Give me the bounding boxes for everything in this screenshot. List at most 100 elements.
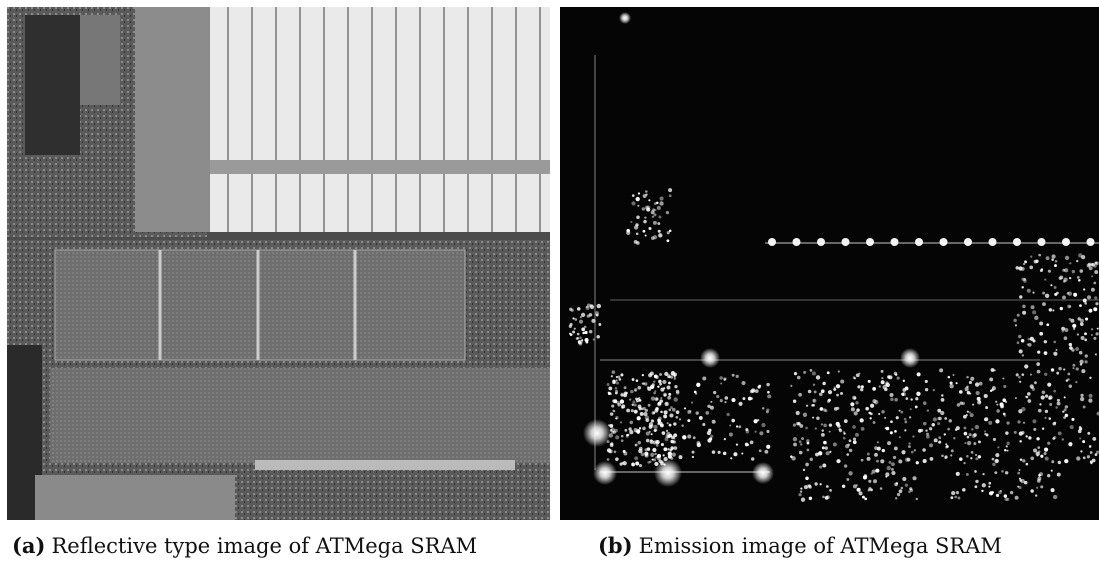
emission-spot [1093,337,1096,340]
emission-spot [1037,479,1041,483]
emission-spot [1080,397,1084,401]
emission-spot [666,211,669,214]
emission-spot [729,432,733,436]
emission-spot [654,390,656,392]
emission-spot [658,459,661,462]
emission-spot [647,387,651,391]
emission-spot [1094,296,1097,299]
emission-spot [798,493,801,496]
emission-spot [992,463,995,466]
emission-spot [621,404,625,408]
emission-spot [1030,489,1034,493]
emission-spot [667,396,671,400]
emission-spot [908,445,911,448]
emission-spot [959,390,963,394]
emission-spot [607,383,610,386]
emission-spot [829,451,831,453]
emission-spot [855,433,859,437]
emission-spot [630,390,634,394]
emission-spot [616,382,619,385]
emission-spot [982,473,984,475]
emission-spot [874,453,878,457]
emission-spot [868,480,871,483]
emission-spot [767,394,771,398]
emission-spot [853,484,857,488]
emission-spot [885,472,889,476]
emission-spot [821,389,825,393]
emission-spot [909,442,911,444]
emission-spot [645,409,648,412]
emission-spot [889,461,892,464]
emission-spot [1079,269,1083,273]
emission-spot [1030,384,1034,388]
emission-spot [991,491,994,494]
emission-spot [724,379,726,381]
emission-spot [1039,332,1043,336]
emission-spot [1069,346,1073,350]
emission-spot [668,376,671,379]
emission-spot [1054,422,1056,424]
emission-spot [670,449,673,452]
emission-spot [654,374,658,378]
emission-spot [881,370,884,373]
emission-spot [656,202,658,204]
emission-spot [972,404,974,406]
emission-spot [577,337,580,340]
emission-spot [1005,431,1008,434]
emission-spot [673,422,676,425]
emission-spot [621,435,624,438]
emission-spot [950,454,952,456]
emission-spot [994,471,997,474]
emission-spot [1040,455,1043,458]
emission-spot [663,393,667,397]
emission-spot [1044,373,1047,376]
emission-spot [654,462,658,466]
emission-spot [868,487,871,490]
emission-spot [707,438,711,442]
emission-spot [608,424,610,426]
emission-spot [915,397,918,400]
emission-spot [590,305,594,309]
emission-spot [648,373,652,377]
emission-spot [873,421,876,424]
emission-spot [1087,432,1090,435]
emission-spot [865,407,869,411]
emission-spot [840,379,844,383]
emission-spot [989,238,997,246]
emission-spot [615,416,618,419]
emission-spot [636,215,640,219]
emission-spot [1022,286,1024,288]
emission-spot [1083,457,1086,460]
emission-spot [890,393,894,397]
emission-spot [595,311,599,315]
emission-spot [572,331,575,334]
emission-spot [1004,494,1007,497]
emission-spot [984,394,988,398]
emission-spot [799,451,803,455]
emission-spot [849,449,852,452]
emission-spot [673,433,677,437]
emission-spot [613,410,615,412]
emission-spot [854,411,858,415]
emission-spot [658,233,662,237]
emission-spot [593,338,595,340]
emission-spot [1027,399,1031,403]
emission-spot [937,417,940,420]
emission-spot [916,392,920,396]
emission-spot [1001,470,1004,473]
emission-spot [1046,256,1050,260]
emission-spot [694,391,697,394]
emission-spot [1056,292,1059,295]
emission-spot [929,443,933,447]
emission-spot [1034,381,1037,384]
emission-spot [724,438,726,440]
emission-spot [733,452,737,456]
emission-spot [1089,309,1093,313]
emission-spot [1004,498,1007,501]
emission-spot [579,320,583,324]
emission-spot [755,389,759,393]
emission-spot [1055,406,1058,409]
emission-spot [579,336,582,339]
caption: (a)Reflective type image of ATMega SRAM [12,533,477,558]
emission-spot [816,375,820,379]
